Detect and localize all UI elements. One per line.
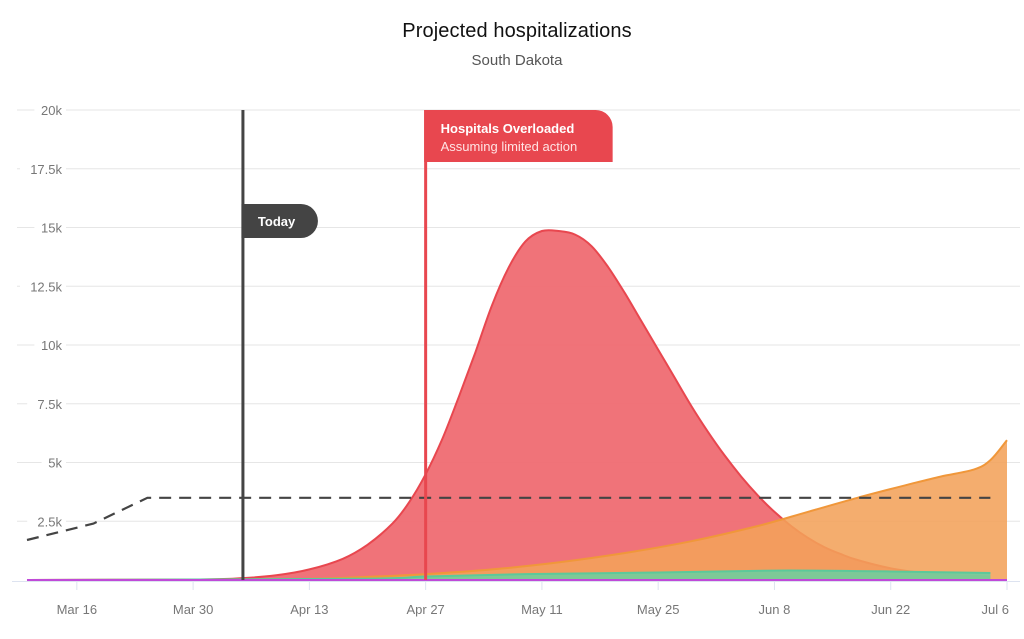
x-tick-label: Mar 16	[57, 602, 97, 617]
y-tick-label: 12.5k	[30, 279, 62, 294]
x-tick-label: Apr 27	[406, 602, 444, 617]
y-tick-label: 20k	[41, 103, 62, 118]
x-tick-label: Jun 8	[759, 602, 791, 617]
y-tick-label: 17.5k	[30, 162, 62, 177]
x-axis: Mar 16 Mar 30 Apr 13 Apr 27 May 11 May 25 Jun …	[57, 582, 1009, 617]
label-backdrop	[41, 454, 66, 471]
chart-subtitle: South Dakota	[471, 52, 563, 69]
series-line-2	[26, 569, 991, 581]
label-backdrop	[34, 219, 66, 236]
label-backdrop	[27, 395, 66, 412]
overload-sublabel: Assuming limited action	[441, 139, 578, 154]
x-tick-label: Jun 22	[871, 602, 910, 617]
x-tick-label: Apr 13	[290, 602, 328, 617]
label-backdrop	[20, 278, 66, 295]
series-area-0	[27, 230, 991, 581]
annotations: Today Hospitals Overloaded Assuming limite…	[241, 110, 613, 580]
overload-flag	[424, 110, 613, 162]
series-area-1	[27, 440, 1007, 580]
today-flag	[241, 204, 318, 238]
x-tick-label: Mar 30	[173, 602, 213, 617]
capacity-line-group	[26, 496, 991, 542]
overload-label: Hospitals Overloaded	[441, 121, 575, 136]
x-tick-label: Jul 6	[982, 602, 1009, 617]
label-backdrop	[34, 337, 66, 353]
capacity-line	[26, 496, 991, 542]
label-backdrop	[20, 160, 66, 177]
chart-title: Projected hospitalizations	[402, 20, 632, 42]
series-line-1	[26, 439, 1008, 581]
series-areas	[26, 229, 1008, 581]
y-tick-label: 15k	[41, 221, 62, 236]
y-tick-label: 10k	[41, 338, 62, 353]
label-backdrop	[27, 513, 66, 530]
label-backdrop	[34, 102, 66, 118]
y-tick-label: 5k	[48, 456, 62, 471]
x-tick-label: May 11	[521, 602, 563, 617]
y-tick-label: 7.5k	[37, 397, 62, 412]
x-tick-label: May 25	[637, 602, 680, 617]
y-axis-labels: 2.5k 5k 7.5k 10k 12.5k 15k 17.5k 20k	[30, 103, 62, 529]
today-label: Today	[258, 214, 296, 229]
y-tick-label: 2.5k	[37, 514, 62, 529]
